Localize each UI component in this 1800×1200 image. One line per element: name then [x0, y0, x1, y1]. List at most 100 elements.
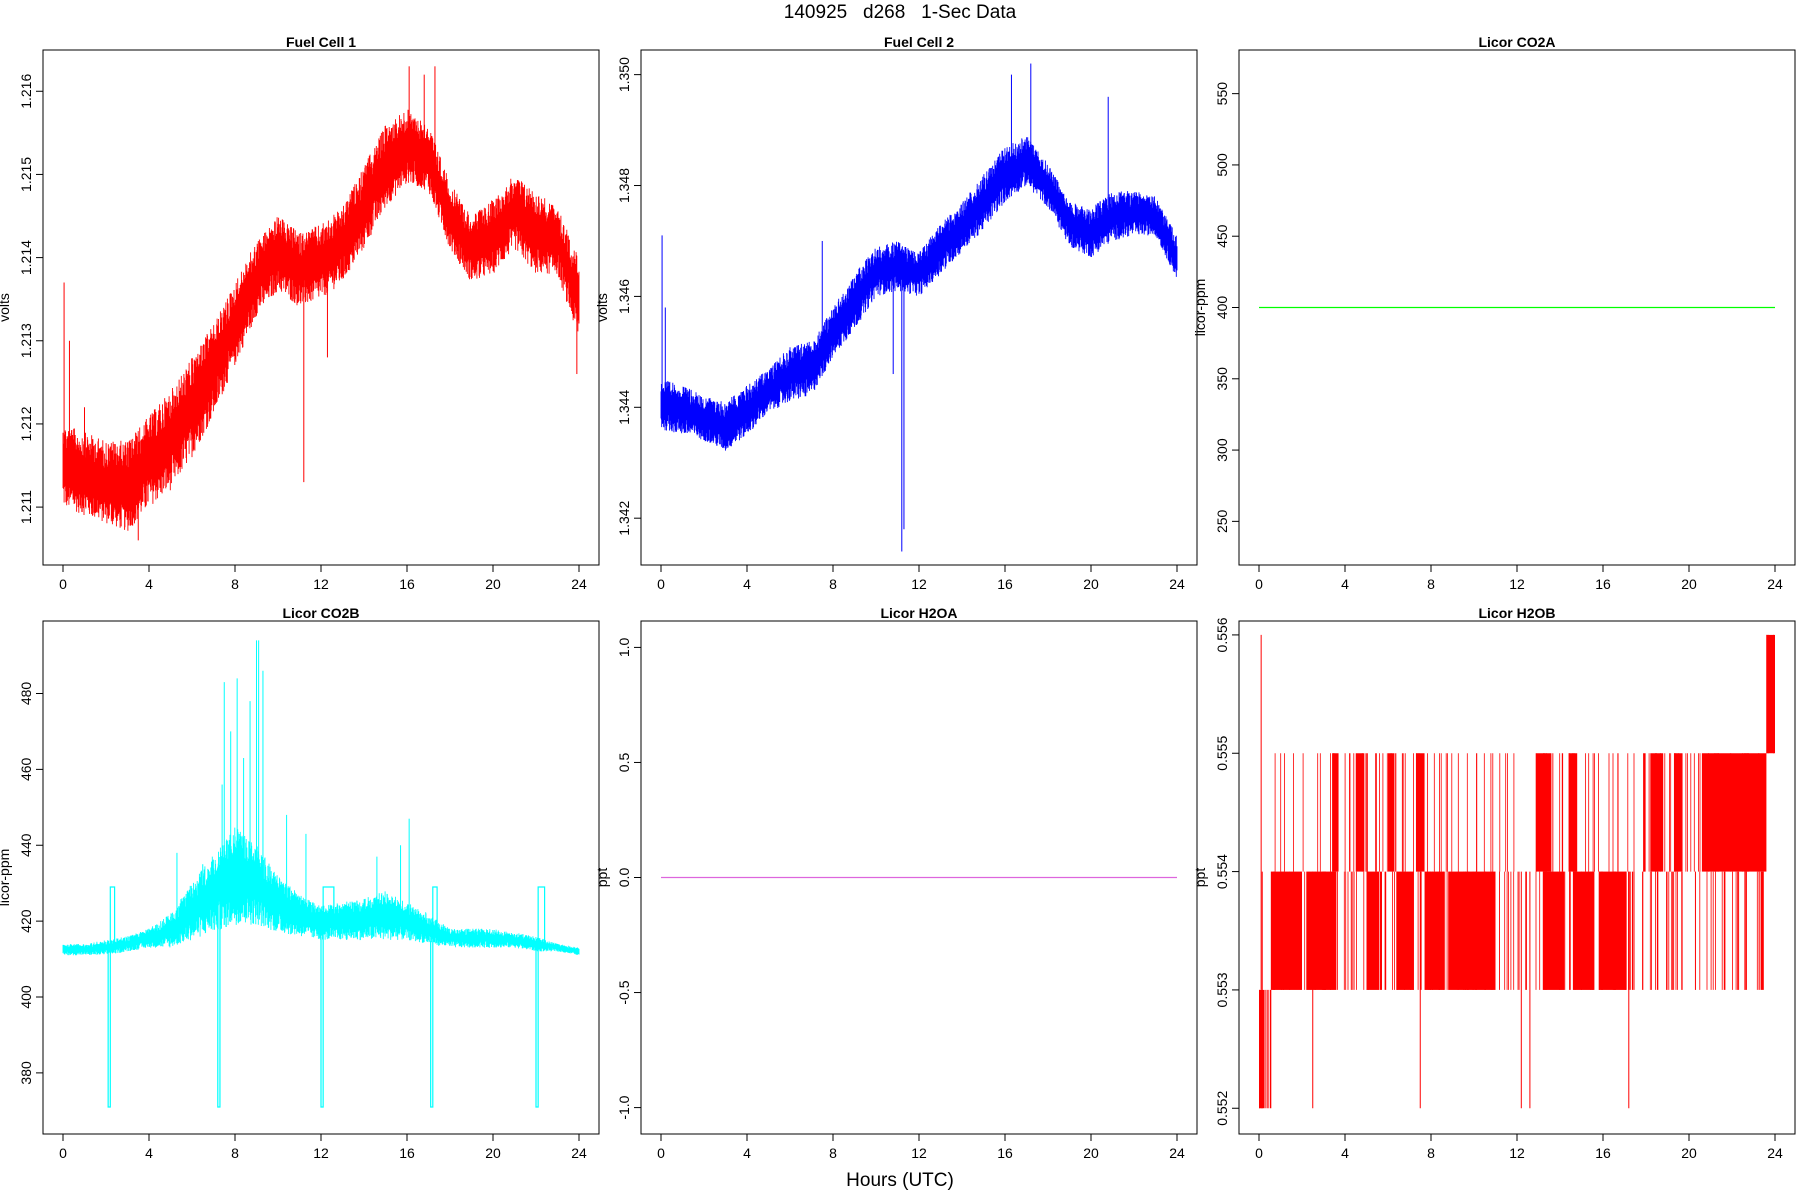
y-tick-label: 1.344	[616, 390, 632, 425]
x-tick-label: 0	[59, 576, 67, 592]
calibration-step	[217, 886, 225, 1108]
step-band	[1536, 753, 1552, 872]
y-tick-label: 0.555	[1214, 736, 1230, 771]
x-tick-label: 8	[1427, 1145, 1435, 1161]
data-layer	[62, 66, 580, 541]
x-tick-label: 12	[313, 576, 329, 592]
y-tick-label: 1.211	[18, 490, 34, 524]
x-tick-label: 24	[571, 576, 587, 592]
step-band	[1259, 989, 1265, 1109]
y-tick-label: 400	[18, 985, 34, 1009]
y-tick-label: 460	[18, 757, 34, 781]
panel-title: Licor H2OA	[880, 605, 957, 621]
chart-panel-h2oa: Licor H2OA 0 4 8 12 16 20 24 -1.0 -0.5 0.0 0.5 1.0 pp…	[594, 605, 1198, 1161]
x-tick-label: 0	[1255, 576, 1263, 592]
step-band	[1448, 871, 1496, 990]
step-band	[1306, 871, 1326, 990]
step-band	[1701, 753, 1767, 872]
y-tick-label: 250	[1214, 509, 1230, 533]
y-tick-label: 0.552	[1214, 1091, 1230, 1126]
series-line	[62, 827, 580, 956]
y-tick-label: 450	[1214, 224, 1230, 248]
y-tick-label: 480	[18, 682, 34, 706]
step-band	[1766, 634, 1775, 754]
y-tick-label: 0.553	[1214, 972, 1230, 1007]
x-tick-label: 8	[231, 1145, 239, 1161]
x-tick-label: 12	[911, 576, 927, 592]
y-tick-label: 0.0	[616, 868, 632, 888]
x-tick-label: 4	[743, 576, 751, 592]
y-tick-label: 300	[1214, 438, 1230, 462]
step-band	[1270, 871, 1302, 990]
y-tick-label: 0.554	[1214, 854, 1230, 889]
y-tick-label: 1.346	[616, 279, 632, 314]
x-tick-label: 24	[1767, 1145, 1783, 1161]
y-tick-label: -1.0	[616, 1095, 632, 1119]
chart-panel-fc1: Fuel Cell 1 0 4 8 12 16 20 24 1.211 1.212 1.213 1.2…	[0, 34, 600, 592]
x-tick-label: 24	[1169, 576, 1185, 592]
step-band	[1415, 753, 1425, 872]
x-tick-label: 16	[1595, 1145, 1611, 1161]
x-tick-label: 20	[1681, 1145, 1697, 1161]
step-band	[1542, 871, 1565, 990]
x-tick-label: 20	[1083, 576, 1099, 592]
y-tick-label: 440	[18, 833, 34, 857]
x-tick-label: 16	[1595, 576, 1611, 592]
x-tick-label: 12	[1509, 576, 1525, 592]
panel-title: Licor CO2A	[1478, 34, 1555, 50]
y-axis-label: licor-ppm	[1192, 279, 1208, 337]
y-tick-label: 1.214	[18, 240, 34, 275]
y-tick-label: 0.5	[616, 753, 632, 773]
y-tick-label: 1.213	[18, 323, 34, 358]
x-tick-label: 4	[1341, 1145, 1349, 1161]
y-tick-label: 1.342	[616, 500, 632, 535]
y-tick-label: 350	[1214, 367, 1230, 391]
y-axis-label: licor-ppm	[0, 849, 12, 907]
y-tick-label: 1.215	[18, 157, 34, 192]
x-tick-label: 24	[1767, 576, 1783, 592]
x-tick-label: 8	[231, 576, 239, 592]
data-layer	[1259, 634, 1775, 1109]
x-tick-label: 0	[1255, 1145, 1263, 1161]
series-line	[62, 109, 580, 531]
x-tick-label: 20	[1083, 1145, 1099, 1161]
y-tick-label: -0.5	[616, 980, 632, 1004]
chart-panel-co2a: Licor CO2A 0 4 8 12 16 20 24 250 300 350 400 450 500 5…	[1192, 34, 1796, 592]
y-axis-label: ppt	[594, 868, 610, 888]
x-tick-label: 12	[313, 1145, 329, 1161]
data-layer	[62, 640, 580, 1108]
x-tick-label: 8	[1427, 576, 1435, 592]
x-tick-label: 4	[743, 1145, 751, 1161]
step-band	[1424, 871, 1444, 990]
panel-title: Licor CO2B	[282, 605, 359, 621]
x-tick-label: 0	[657, 1145, 665, 1161]
x-tick-label: 12	[1509, 1145, 1525, 1161]
x-tick-label: 24	[1169, 1145, 1185, 1161]
x-tick-label: 20	[485, 576, 501, 592]
step-band	[1396, 871, 1414, 990]
x-tick-label: 12	[911, 1145, 927, 1161]
panel-title: Licor H2OB	[1478, 605, 1555, 621]
figure-title: 140925 d268 1-Sec Data	[783, 2, 1017, 23]
step-toggles	[1259, 634, 1774, 1109]
step-band	[1613, 871, 1627, 990]
plot-frame	[640, 49, 1198, 566]
panel-title: Fuel Cell 2	[884, 34, 954, 50]
y-tick-label: 1.348	[616, 168, 632, 203]
figure-xlabel: Hours (UTC)	[846, 1170, 954, 1191]
calibration-step	[107, 886, 116, 1108]
y-tick-label: 420	[18, 909, 34, 933]
step-band	[1323, 871, 1337, 990]
step-band	[1598, 871, 1616, 990]
chart-panel-fc2: Fuel Cell 2 0 4 8 12 16 20 24 1.342 1.344 1.346 1.3…	[594, 34, 1198, 592]
calibration-step	[430, 886, 438, 1108]
calibration-step	[320, 886, 335, 1108]
x-tick-label: 0	[59, 1145, 67, 1161]
y-tick-label: 0.556	[1214, 617, 1230, 652]
x-tick-label: 16	[997, 576, 1013, 592]
y-axis-label: ppt	[1192, 868, 1208, 888]
panel-title: Fuel Cell 1	[286, 34, 356, 50]
y-tick-label: 550	[1214, 82, 1230, 106]
x-tick-label: 8	[829, 576, 837, 592]
